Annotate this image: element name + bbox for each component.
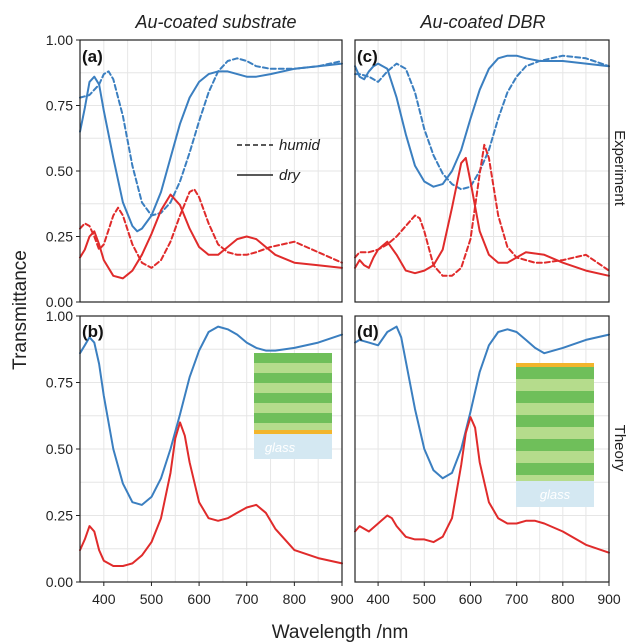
x-tick-label: 700 bbox=[235, 591, 259, 607]
x-tick-label: 900 bbox=[330, 591, 354, 607]
y-tick-label: 1.00 bbox=[46, 32, 73, 48]
inset-green-stripe bbox=[516, 379, 594, 391]
column-title-right: Au-coated DBR bbox=[419, 12, 545, 32]
x-tick-label: 600 bbox=[459, 591, 483, 607]
row-title-experiment: Experiment bbox=[611, 130, 628, 207]
inset-glass-label: glass bbox=[265, 440, 296, 455]
column-title-left: Au-coated substrate bbox=[134, 12, 296, 32]
series-line-blue-solid bbox=[79, 62, 343, 233]
y-tick-label: 0.25 bbox=[46, 229, 73, 245]
inset-green-stripe bbox=[254, 403, 332, 413]
inset-green-stripe bbox=[516, 463, 594, 475]
substrate-stack-inset: glass bbox=[254, 353, 332, 459]
panel-c bbox=[354, 39, 610, 303]
inset-glass-substrate bbox=[516, 481, 594, 507]
series-line-red-solid bbox=[354, 156, 610, 277]
inset-green-stripe bbox=[516, 439, 594, 451]
legend-dry-label: dry bbox=[279, 167, 301, 184]
series-line-blue-solid bbox=[354, 325, 610, 480]
row-title-theory: Theory bbox=[611, 425, 628, 472]
y-tick-label: 0.00 bbox=[46, 294, 73, 310]
series-line-red-dashed bbox=[354, 143, 610, 277]
panel-label-b: (b) bbox=[82, 322, 104, 341]
panel-label-d: (d) bbox=[357, 322, 379, 341]
legend: humid dry bbox=[237, 137, 321, 184]
panel-label-a: (a) bbox=[82, 47, 103, 66]
inset-glass-substrate bbox=[254, 434, 332, 459]
y-axis-title: Transmittance bbox=[10, 250, 31, 370]
inset-green-stripe bbox=[254, 363, 332, 373]
inset-green-stripe bbox=[516, 391, 594, 403]
y-tick-label: 0.00 bbox=[46, 574, 73, 590]
x-tick-label: 900 bbox=[597, 591, 621, 607]
x-tick-label: 500 bbox=[413, 591, 437, 607]
dbr-stack-inset: glass bbox=[516, 363, 594, 507]
inset-green-stripe bbox=[516, 367, 594, 379]
inset-green-stripe bbox=[254, 413, 332, 423]
inset-glass-label: glass bbox=[540, 487, 571, 502]
x-tick-label: 700 bbox=[505, 591, 529, 607]
x-tick-label: 600 bbox=[187, 591, 211, 607]
inset-green-stripe bbox=[516, 403, 594, 415]
inset-green-stripe bbox=[516, 427, 594, 439]
inset-gold-layer bbox=[516, 363, 594, 367]
x-tick-label: 800 bbox=[283, 591, 307, 607]
inset-gold-layer bbox=[254, 430, 332, 434]
series-line-blue-solid bbox=[79, 325, 343, 506]
y-tick-label: 0.50 bbox=[46, 163, 73, 179]
inset-green-stripe bbox=[254, 383, 332, 393]
inset-green-stripe bbox=[254, 373, 332, 383]
series-line-blue-dashed bbox=[79, 57, 343, 217]
y-tick-label: 0.25 bbox=[46, 508, 73, 524]
plot-frame bbox=[354, 39, 610, 303]
inset-green-stripe bbox=[254, 393, 332, 403]
y-tick-label: 0.75 bbox=[46, 98, 73, 114]
panel-label-c: (c) bbox=[357, 47, 378, 66]
x-tick-label: 500 bbox=[140, 591, 164, 607]
x-tick-label: 800 bbox=[551, 591, 575, 607]
panel-a: 0.00 0.25 0.50 0.75 1.00 bbox=[46, 32, 343, 310]
inset-green-stripe bbox=[254, 423, 332, 433]
x-axis-title: Wavelength /nm bbox=[272, 622, 409, 643]
series-line-red-dashed bbox=[79, 188, 343, 269]
inset-green-stripe bbox=[254, 353, 332, 363]
series-line-red-solid bbox=[79, 193, 343, 280]
x-tick-label: 400 bbox=[92, 591, 116, 607]
legend-humid-label: humid bbox=[279, 137, 321, 154]
inset-green-stripe bbox=[516, 415, 594, 427]
inset-green-stripe bbox=[516, 475, 594, 481]
y-tick-label: 0.50 bbox=[46, 441, 73, 457]
y-tick-label: 1.00 bbox=[46, 308, 73, 324]
inset-green-stripe bbox=[516, 451, 594, 463]
y-tick-label: 0.75 bbox=[46, 375, 73, 391]
plot-frame bbox=[354, 315, 610, 583]
series-line-red-solid bbox=[354, 416, 610, 554]
series-line-red-solid bbox=[79, 421, 343, 567]
x-tick-label: 400 bbox=[366, 591, 390, 607]
